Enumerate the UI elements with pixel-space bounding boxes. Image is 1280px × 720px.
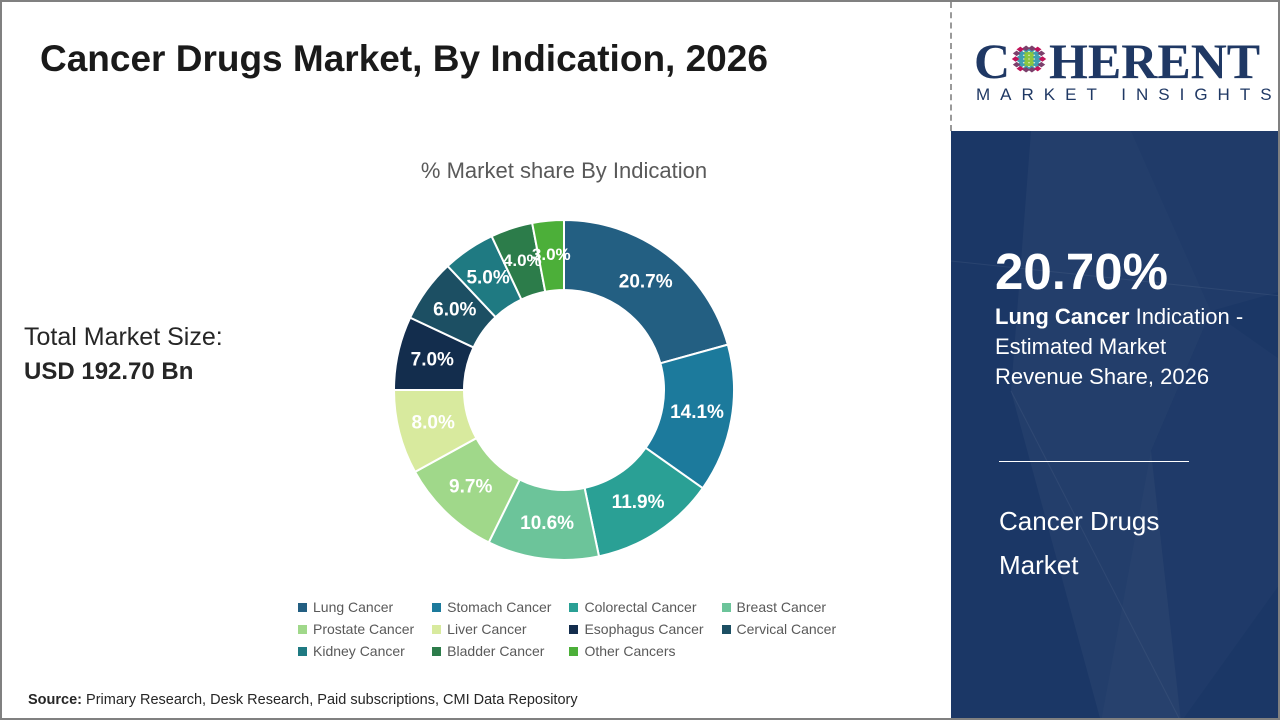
svg-text:8.0%: 8.0% — [412, 413, 455, 434]
svg-text:14.1%: 14.1% — [670, 402, 724, 423]
svg-text:11.9%: 11.9% — [612, 492, 665, 513]
svg-text:HERENT: HERENT — [1049, 33, 1260, 89]
svg-text:9.7%: 9.7% — [449, 477, 492, 498]
svg-text:6.0%: 6.0% — [433, 300, 476, 321]
svg-text:C: C — [974, 33, 1010, 89]
svg-text:5.0%: 5.0% — [466, 267, 509, 288]
svg-text:3.0%: 3.0% — [532, 245, 571, 264]
svg-text:MARKET INSIGHTS: MARKET INSIGHTS — [976, 85, 1274, 104]
svg-text:7.0%: 7.0% — [411, 350, 454, 371]
svg-text:20.7%: 20.7% — [619, 272, 673, 293]
svg-text:10.6%: 10.6% — [520, 513, 574, 534]
